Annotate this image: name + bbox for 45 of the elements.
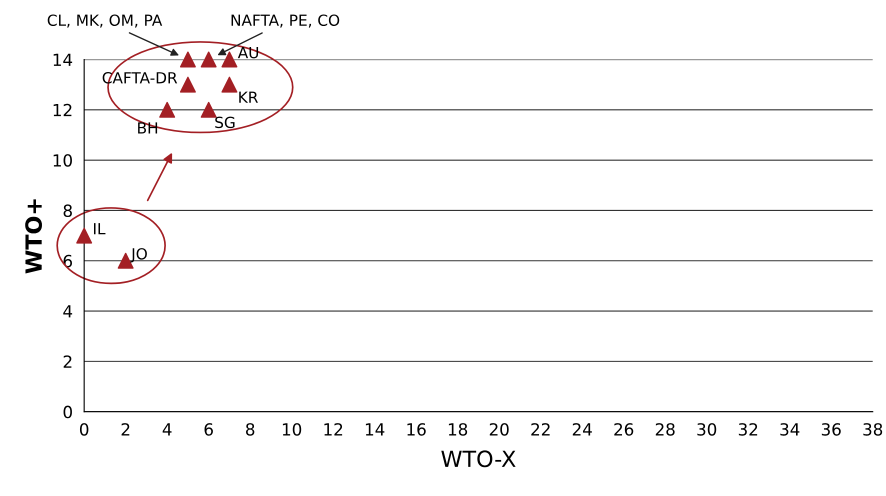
x-tick-label: 24	[572, 423, 592, 436]
point	[221, 52, 238, 68]
y-tick-label: 12	[54, 104, 72, 116]
point	[200, 102, 217, 118]
point	[180, 52, 196, 68]
y-axis-title: WTO+	[25, 199, 42, 274]
annotation: NAFTA, PE, CO	[232, 14, 340, 28]
x-tick-label: 10	[282, 423, 302, 436]
x-tick-label: 2	[122, 423, 130, 436]
x-tick-label: 28	[656, 423, 675, 436]
x-tick-label: 38	[863, 423, 882, 436]
annotation: SG	[215, 116, 235, 128]
annotation: JO	[130, 248, 147, 262]
annotation: BH	[138, 122, 158, 134]
x-axis-title: WTO-X	[441, 450, 516, 468]
annotation: CL, MK, OM, PA	[48, 14, 162, 28]
y-tick-label: 2	[64, 355, 72, 368]
x-tick-label: 34	[780, 423, 800, 436]
x-tick-label: 32	[738, 423, 758, 436]
x-tick-label: 0	[80, 423, 88, 436]
x-tick-label: 18	[448, 423, 468, 436]
x-tick-label: 22	[531, 423, 550, 436]
point	[200, 52, 217, 68]
annotation: IL	[94, 223, 106, 234]
y-tick-label: 0	[64, 406, 72, 418]
x-tick-label: 14	[366, 423, 384, 436]
annotation: AU	[238, 47, 258, 58]
x-tick-label: 30	[697, 423, 716, 436]
x-tick-label: 8	[246, 423, 254, 436]
annotation: KR	[239, 92, 258, 103]
x-tick-label: 6	[204, 423, 213, 436]
x-tick-label: 36	[822, 423, 841, 436]
y-tick-label: 14	[54, 54, 72, 66]
x-tick-label: 16	[407, 423, 426, 436]
x-tick-label: 4	[162, 423, 172, 436]
point	[76, 228, 92, 244]
x-tick-label: 26	[614, 423, 634, 436]
x-tick-label: 12	[324, 423, 342, 436]
point	[221, 76, 238, 93]
x-tick-label: 20	[490, 423, 509, 436]
y-tick-label: 8	[64, 204, 72, 218]
y-tick-label: 4	[63, 305, 72, 318]
point	[180, 76, 196, 93]
y-tick-label: 10	[54, 154, 72, 167]
point	[159, 102, 176, 118]
